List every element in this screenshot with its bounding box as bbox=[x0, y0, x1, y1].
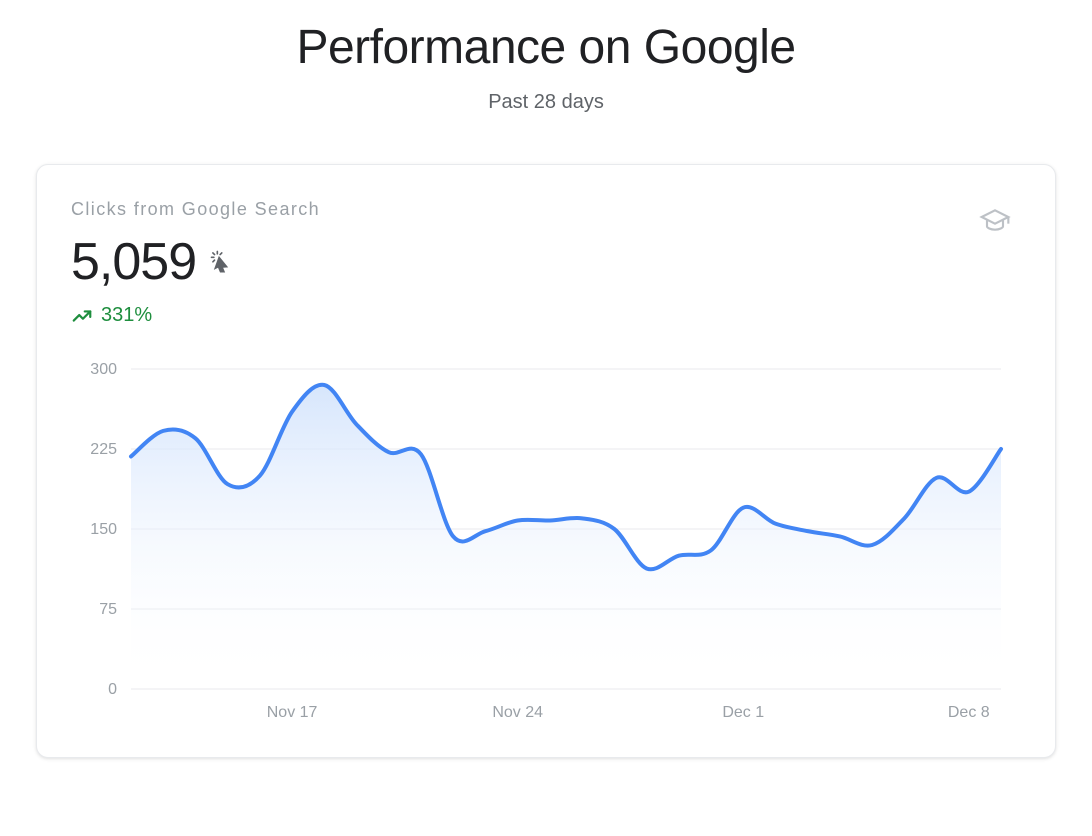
svg-text:225: 225 bbox=[90, 441, 117, 458]
page-title: Performance on Google bbox=[0, 20, 1092, 75]
delta-value: 331% bbox=[101, 304, 152, 327]
svg-text:300: 300 bbox=[90, 361, 117, 378]
svg-text:150: 150 bbox=[90, 521, 117, 538]
metric-label: Clicks from Google Search bbox=[71, 199, 1021, 220]
graduation-cap-icon[interactable] bbox=[979, 205, 1011, 237]
svg-text:Nov 17: Nov 17 bbox=[267, 704, 318, 721]
click-cursor-icon bbox=[208, 248, 236, 276]
metric-row: 5,059 bbox=[71, 232, 1021, 292]
chart-svg: 0 75 150 225 300 Nov 17 Nov 24 Dec 1 Dec 8 bbox=[71, 359, 1021, 729]
svg-text:Dec 8: Dec 8 bbox=[948, 704, 990, 721]
svg-text:75: 75 bbox=[99, 601, 117, 618]
performance-card: Clicks from Google Search 5,059 3 bbox=[36, 164, 1056, 758]
svg-text:0: 0 bbox=[108, 681, 117, 698]
svg-text:Nov 24: Nov 24 bbox=[492, 704, 543, 721]
delta-row: 331% bbox=[71, 304, 1021, 327]
trending-up-icon bbox=[71, 305, 93, 327]
page-subtitle: Past 28 days bbox=[0, 91, 1092, 114]
clicks-chart: 0 75 150 225 300 Nov 17 Nov 24 Dec 1 Dec 8 bbox=[71, 359, 1021, 729]
svg-text:Dec 1: Dec 1 bbox=[722, 704, 764, 721]
metric-value: 5,059 bbox=[71, 232, 196, 292]
